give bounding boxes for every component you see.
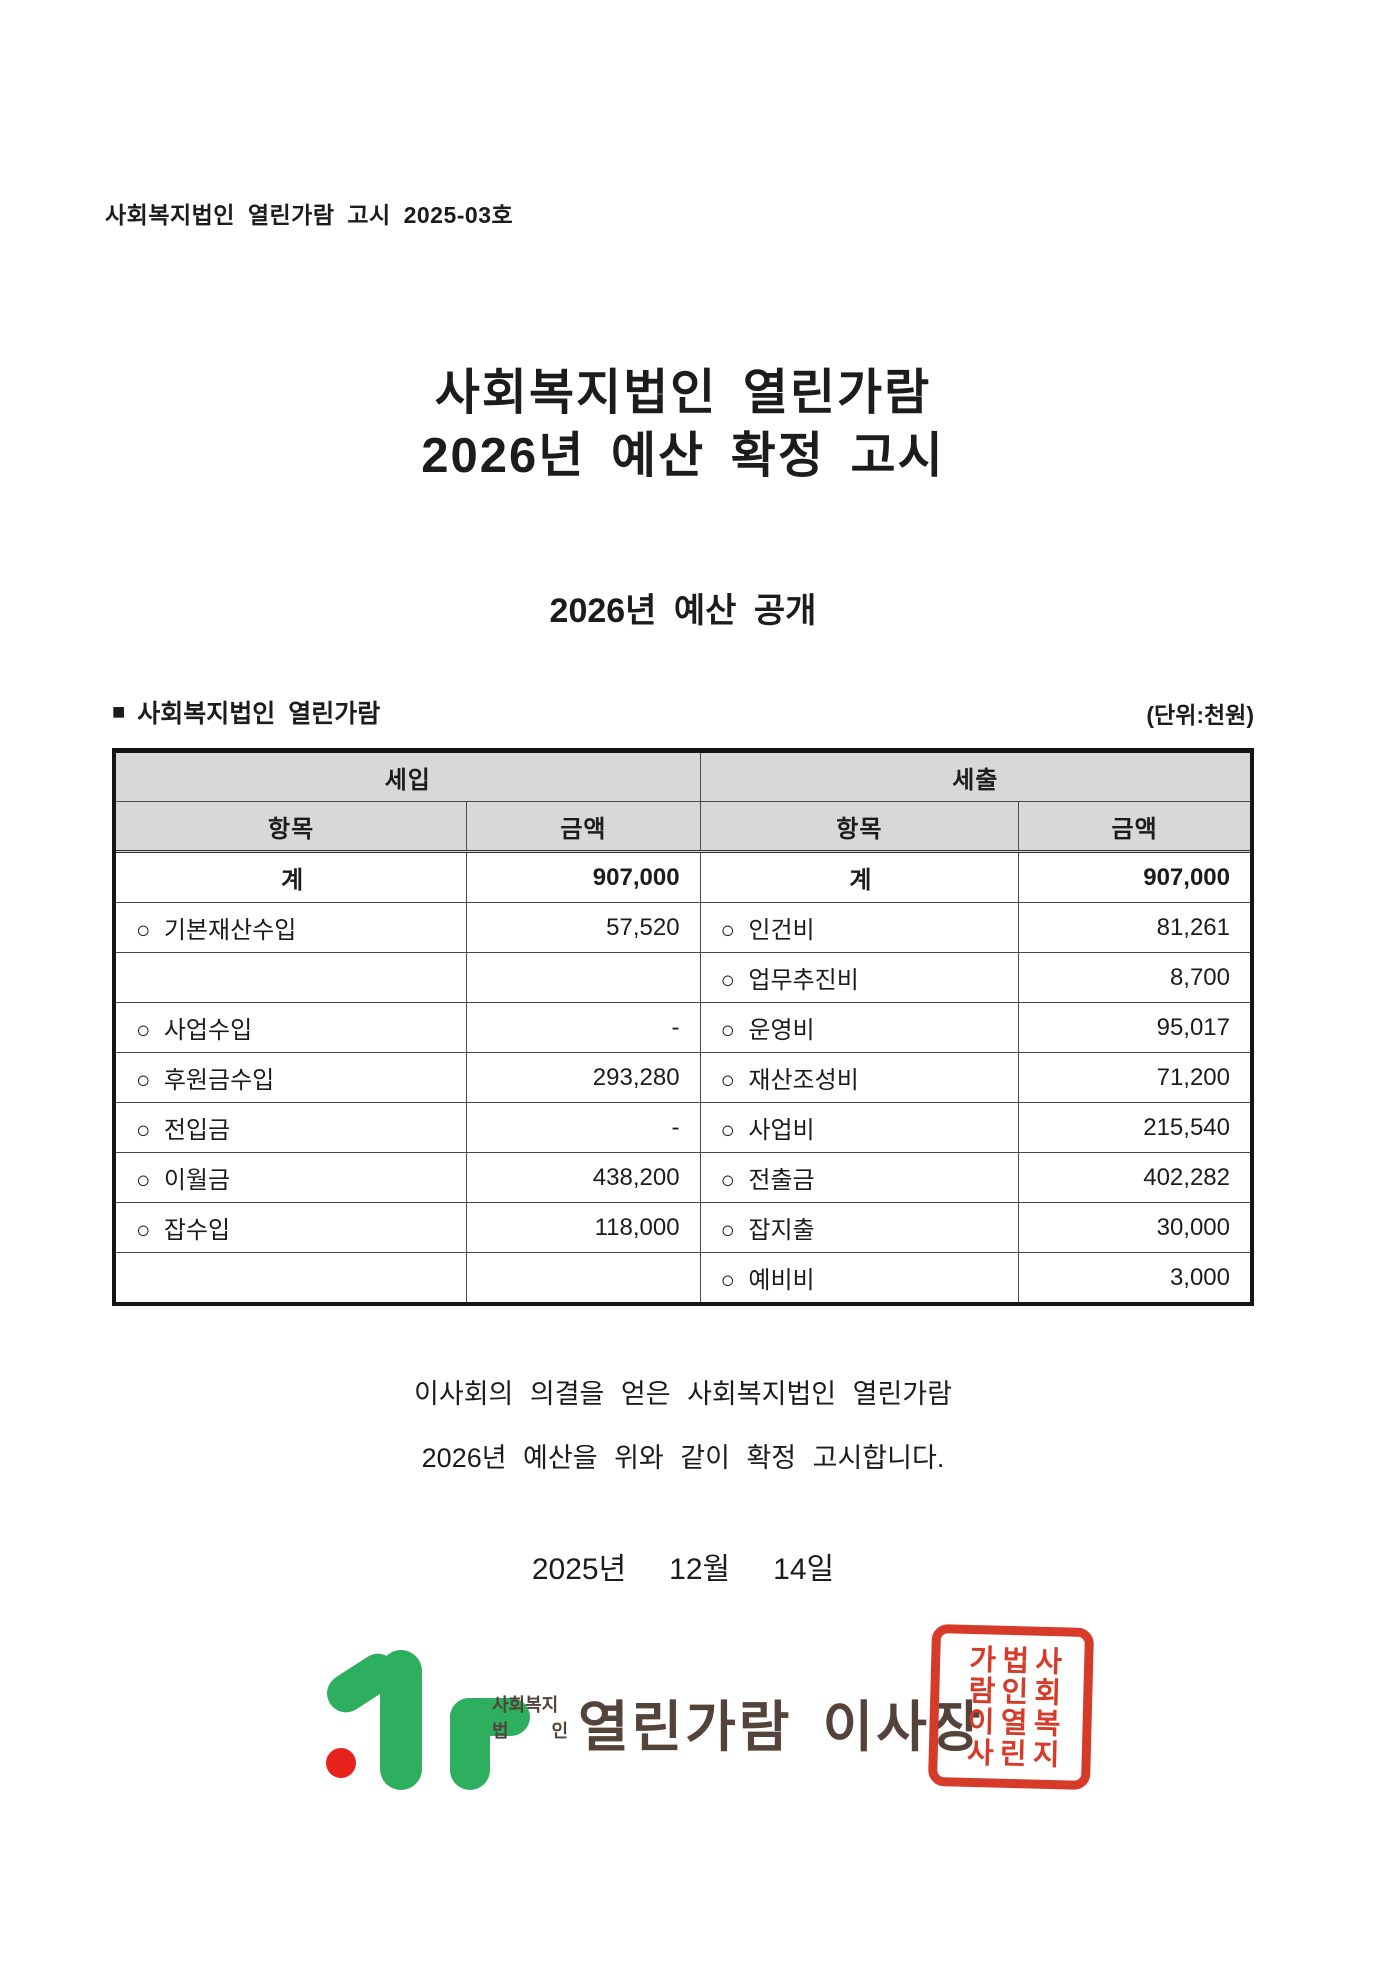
square-bullet-icon: ■ bbox=[112, 699, 126, 724]
column-header-revenue-amount: 금액 bbox=[466, 801, 701, 853]
document-title-line1: 사회복지법인 열린가람 bbox=[434, 366, 932, 420]
logo-shape-dot bbox=[326, 1748, 356, 1778]
expense-item-cell: 계 bbox=[699, 851, 1020, 903]
table-row: 계 907,000 계 907,000 bbox=[113, 851, 1253, 903]
revenue-item-cell: ○ 후원금수입 bbox=[113, 1052, 468, 1103]
foundation-logo-icon bbox=[318, 1646, 538, 1795]
expense-item-cell: ○ 업무추진비 bbox=[699, 952, 1020, 1003]
closing-statement-line1: 이사회의 의결을 얻은 사회복지법인 열린가람 bbox=[414, 1379, 952, 1409]
expense-amount-cell: 71,200 bbox=[1018, 1052, 1253, 1103]
logo-shape-bar2 bbox=[450, 1698, 490, 1790]
table-row: ○ 잡수입 118,000 ○ 잡지출 30,000 bbox=[113, 1202, 1253, 1253]
logo-small-text: 사회복지 법 인 bbox=[492, 1692, 568, 1744]
revenue-item-cell: ○ 사업수입 bbox=[113, 1002, 468, 1053]
revenue-amount-cell: - bbox=[466, 1102, 701, 1153]
expense-amount-cell: 95,017 bbox=[1018, 1002, 1253, 1053]
expense-item-cell: ○ 전출금 bbox=[699, 1152, 1020, 1203]
logo-small-line2: 법 인 bbox=[492, 1718, 568, 1744]
section-label: ■ 사회복지법인 열린가람 bbox=[112, 694, 380, 730]
expense-amount-cell: 81,261 bbox=[1018, 902, 1253, 953]
revenue-amount-cell bbox=[466, 952, 701, 1003]
expense-amount-cell: 30,000 bbox=[1018, 1202, 1253, 1253]
logo-shape-bar1 bbox=[380, 1650, 422, 1790]
table-row: ○ 업무추진비 8,700 bbox=[113, 952, 1253, 1003]
expense-item-cell: ○ 예비비 bbox=[699, 1252, 1020, 1305]
revenue-item-cell: ○ 이월금 bbox=[113, 1152, 468, 1203]
table-row: ○ 전입금 - ○ 사업비 215,540 bbox=[113, 1102, 1253, 1153]
table-row: ○ 후원금수입 293,280 ○ 재산조성비 71,200 bbox=[113, 1052, 1253, 1103]
table-row: ○ 이월금 438,200 ○ 전출금 402,282 bbox=[113, 1152, 1253, 1203]
logo-small-line2-left: 법 bbox=[492, 1721, 509, 1741]
table-row: ○ 기본재산수입 57,520 ○ 인건비 81,261 bbox=[113, 902, 1253, 953]
revenue-item-cell bbox=[113, 952, 468, 1003]
revenue-item-cell: 계 bbox=[113, 851, 468, 903]
document-title: 사회복지법인 열린가람 2026년 예산 확정 고시 bbox=[112, 362, 1254, 488]
issuer-signature-text: 열린가람 이사장 bbox=[578, 1696, 984, 1758]
document-subtitle: 2026년 예산 공개 bbox=[549, 592, 817, 630]
table-row: ○ 예비비 3,000 bbox=[113, 1252, 1253, 1305]
logo-small-line1: 사회복지 bbox=[492, 1695, 559, 1715]
revenue-item-cell: ○ 전입금 bbox=[113, 1102, 468, 1153]
revenue-amount-cell: 907,000 bbox=[466, 851, 701, 903]
announcement-date: 2025년 12월 14일 bbox=[531, 1553, 835, 1586]
expense-item-cell: ○ 재산조성비 bbox=[699, 1052, 1020, 1103]
document-title-line2: 2026년 예산 확정 고시 bbox=[421, 429, 945, 483]
revenue-item-cell: ○ 잡수입 bbox=[113, 1202, 468, 1253]
closing-statement-line2: 2026년 예산을 위와 같이 확정 고시합니다. bbox=[421, 1443, 945, 1473]
table-row: ○ 사업수입 - ○ 운영비 95,017 bbox=[113, 1002, 1253, 1053]
seal-script-column: 사회복지 bbox=[1026, 1645, 1063, 1771]
expense-amount-cell: 215,540 bbox=[1018, 1102, 1253, 1153]
revenue-amount-cell: 293,280 bbox=[466, 1052, 701, 1103]
logo-small-line2-right: 인 bbox=[551, 1721, 568, 1741]
revenue-amount-cell: 118,000 bbox=[466, 1202, 701, 1253]
budget-table-body: 계 907,000 계 907,000 ○ 기본재산수입 57,520 ○ 인건비 81,26… bbox=[113, 851, 1253, 1305]
expense-group-header: 세출 bbox=[699, 748, 1253, 802]
expense-amount-cell: 3,000 bbox=[1018, 1252, 1253, 1305]
notice-number: 사회복지법인 열린가람 고시 2025-03호 bbox=[105, 202, 514, 228]
column-header-expense-amount: 금액 bbox=[1018, 801, 1253, 853]
seal-script-column: 법인열린 bbox=[993, 1644, 1030, 1770]
column-header-revenue-item: 항목 bbox=[113, 801, 468, 853]
expense-item-cell: ○ 운영비 bbox=[699, 1002, 1020, 1053]
revenue-amount-cell: - bbox=[466, 1002, 701, 1053]
column-header-expense-item: 항목 bbox=[699, 801, 1020, 853]
budget-table: 세입 세출 항목 금액 항목 금액 계 907,000 계 907,000 ○ 기본재산수입 57,… bbox=[112, 748, 1254, 1306]
revenue-amount-cell: 57,520 bbox=[466, 902, 701, 953]
revenue-amount-cell bbox=[466, 1252, 701, 1305]
revenue-item-cell: ○ 기본재산수입 bbox=[113, 902, 468, 953]
budget-table-head: 세입 세출 항목 금액 항목 금액 bbox=[113, 748, 1253, 853]
unit-note: (단위:천원) bbox=[1146, 702, 1254, 728]
expense-amount-cell: 907,000 bbox=[1018, 851, 1253, 903]
expense-item-cell: ○ 잡지출 bbox=[699, 1202, 1020, 1253]
expense-amount-cell: 8,700 bbox=[1018, 952, 1253, 1003]
section-label-text: 사회복지법인 열린가람 bbox=[137, 700, 381, 728]
expense-amount-cell: 402,282 bbox=[1018, 1152, 1253, 1203]
revenue-group-header: 세입 bbox=[113, 748, 701, 802]
expense-item-cell: ○ 사업비 bbox=[699, 1102, 1020, 1153]
revenue-amount-cell: 438,200 bbox=[466, 1152, 701, 1203]
expense-item-cell: ○ 인건비 bbox=[699, 902, 1020, 953]
seal-script-column: 가람이사 bbox=[960, 1643, 997, 1769]
table-caption-row: ■ 사회복지법인 열린가람 (단위:천원) bbox=[112, 694, 1254, 730]
revenue-item-cell bbox=[113, 1252, 468, 1305]
corporate-seal: 사회복지 법인열린 가람이사 bbox=[927, 1623, 1095, 1791]
